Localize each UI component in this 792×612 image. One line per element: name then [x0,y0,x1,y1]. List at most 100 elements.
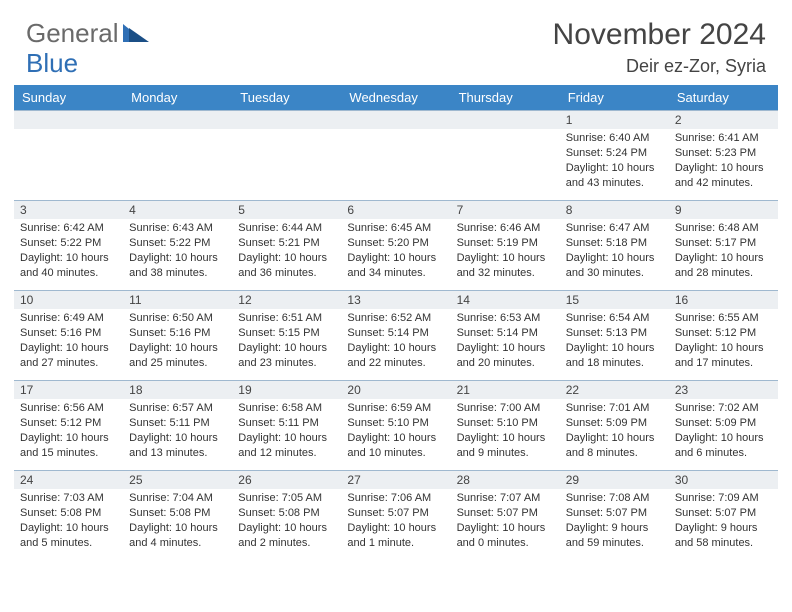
logo-triangle-icon [123,18,149,49]
day-number: 14 [451,291,560,309]
calendar-day-cell: 29Sunrise: 7:08 AMSunset: 5:07 PMDayligh… [560,471,669,561]
day-details: Sunrise: 6:45 AMSunset: 5:20 PMDaylight:… [341,219,450,284]
calendar-day-cell: 24Sunrise: 7:03 AMSunset: 5:08 PMDayligh… [14,471,123,561]
calendar-wrap: SundayMondayTuesdayWednesdayThursdayFrid… [0,85,792,561]
day-details: Sunrise: 6:52 AMSunset: 5:14 PMDaylight:… [341,309,450,374]
calendar-day-cell [341,111,450,201]
day-details: Sunrise: 6:50 AMSunset: 5:16 PMDaylight:… [123,309,232,374]
day-number: 13 [341,291,450,309]
day-number: 20 [341,381,450,399]
title-block: November 2024 Deir ez-Zor, Syria [553,18,766,77]
day-details: Sunrise: 7:06 AMSunset: 5:07 PMDaylight:… [341,489,450,554]
day-details: Sunrise: 6:54 AMSunset: 5:13 PMDaylight:… [560,309,669,374]
calendar-day-cell: 25Sunrise: 7:04 AMSunset: 5:08 PMDayligh… [123,471,232,561]
day-details: Sunrise: 7:01 AMSunset: 5:09 PMDaylight:… [560,399,669,464]
day-details: Sunrise: 6:55 AMSunset: 5:12 PMDaylight:… [669,309,778,374]
calendar-day-cell: 1Sunrise: 6:40 AMSunset: 5:24 PMDaylight… [560,111,669,201]
calendar-week-row: 24Sunrise: 7:03 AMSunset: 5:08 PMDayligh… [14,471,778,561]
day-number: 18 [123,381,232,399]
calendar-week-row: 1Sunrise: 6:40 AMSunset: 5:24 PMDaylight… [14,111,778,201]
calendar-week-row: 10Sunrise: 6:49 AMSunset: 5:16 PMDayligh… [14,291,778,381]
day-number: 17 [14,381,123,399]
logo-text-2: Blue [26,48,78,79]
day-number: 12 [232,291,341,309]
day-details: Sunrise: 7:05 AMSunset: 5:08 PMDaylight:… [232,489,341,554]
day-number: 19 [232,381,341,399]
day-details: Sunrise: 6:40 AMSunset: 5:24 PMDaylight:… [560,129,669,194]
calendar-day-cell [14,111,123,201]
day-number: 2 [669,111,778,129]
day-number: 24 [14,471,123,489]
calendar-day-cell: 9Sunrise: 6:48 AMSunset: 5:17 PMDaylight… [669,201,778,291]
calendar-day-cell: 26Sunrise: 7:05 AMSunset: 5:08 PMDayligh… [232,471,341,561]
calendar-day-cell: 19Sunrise: 6:58 AMSunset: 5:11 PMDayligh… [232,381,341,471]
weekday-header: Saturday [669,85,778,111]
calendar-day-cell: 28Sunrise: 7:07 AMSunset: 5:07 PMDayligh… [451,471,560,561]
calendar-day-cell [451,111,560,201]
calendar-day-cell: 13Sunrise: 6:52 AMSunset: 5:14 PMDayligh… [341,291,450,381]
day-number [451,111,560,129]
calendar-head: SundayMondayTuesdayWednesdayThursdayFrid… [14,85,778,111]
day-details: Sunrise: 6:58 AMSunset: 5:11 PMDaylight:… [232,399,341,464]
calendar-day-cell: 20Sunrise: 6:59 AMSunset: 5:10 PMDayligh… [341,381,450,471]
day-number: 26 [232,471,341,489]
day-number [123,111,232,129]
day-number: 9 [669,201,778,219]
calendar-day-cell: 14Sunrise: 6:53 AMSunset: 5:14 PMDayligh… [451,291,560,381]
day-details: Sunrise: 6:46 AMSunset: 5:19 PMDaylight:… [451,219,560,284]
day-number: 8 [560,201,669,219]
day-details: Sunrise: 7:09 AMSunset: 5:07 PMDaylight:… [669,489,778,554]
weekday-header: Sunday [14,85,123,111]
day-details: Sunrise: 6:51 AMSunset: 5:15 PMDaylight:… [232,309,341,374]
day-number: 3 [14,201,123,219]
day-number: 10 [14,291,123,309]
calendar-day-cell: 16Sunrise: 6:55 AMSunset: 5:12 PMDayligh… [669,291,778,381]
day-number: 23 [669,381,778,399]
logo: General [26,18,151,49]
calendar-day-cell: 5Sunrise: 6:44 AMSunset: 5:21 PMDaylight… [232,201,341,291]
month-title: November 2024 [553,18,766,52]
day-details: Sunrise: 7:04 AMSunset: 5:08 PMDaylight:… [123,489,232,554]
day-number: 15 [560,291,669,309]
day-number: 28 [451,471,560,489]
day-number: 29 [560,471,669,489]
calendar-day-cell: 27Sunrise: 7:06 AMSunset: 5:07 PMDayligh… [341,471,450,561]
logo-text-1: General [26,18,119,49]
day-details: Sunrise: 6:49 AMSunset: 5:16 PMDaylight:… [14,309,123,374]
day-details: Sunrise: 7:08 AMSunset: 5:07 PMDaylight:… [560,489,669,554]
calendar-day-cell: 30Sunrise: 7:09 AMSunset: 5:07 PMDayligh… [669,471,778,561]
calendar-body: 1Sunrise: 6:40 AMSunset: 5:24 PMDaylight… [14,111,778,561]
weekday-row: SundayMondayTuesdayWednesdayThursdayFrid… [14,85,778,111]
calendar-day-cell: 8Sunrise: 6:47 AMSunset: 5:18 PMDaylight… [560,201,669,291]
weekday-header: Tuesday [232,85,341,111]
location-label: Deir ez-Zor, Syria [553,56,766,77]
day-details: Sunrise: 6:57 AMSunset: 5:11 PMDaylight:… [123,399,232,464]
calendar-day-cell: 21Sunrise: 7:00 AMSunset: 5:10 PMDayligh… [451,381,560,471]
weekday-header: Wednesday [341,85,450,111]
day-details: Sunrise: 6:43 AMSunset: 5:22 PMDaylight:… [123,219,232,284]
day-number: 16 [669,291,778,309]
calendar-day-cell: 11Sunrise: 6:50 AMSunset: 5:16 PMDayligh… [123,291,232,381]
day-details: Sunrise: 6:42 AMSunset: 5:22 PMDaylight:… [14,219,123,284]
calendar-day-cell: 2Sunrise: 6:41 AMSunset: 5:23 PMDaylight… [669,111,778,201]
calendar-day-cell [123,111,232,201]
day-details: Sunrise: 6:53 AMSunset: 5:14 PMDaylight:… [451,309,560,374]
day-details: Sunrise: 6:47 AMSunset: 5:18 PMDaylight:… [560,219,669,284]
day-details: Sunrise: 6:41 AMSunset: 5:23 PMDaylight:… [669,129,778,194]
weekday-header: Monday [123,85,232,111]
day-number [232,111,341,129]
calendar-day-cell: 18Sunrise: 6:57 AMSunset: 5:11 PMDayligh… [123,381,232,471]
day-number: 11 [123,291,232,309]
calendar-day-cell: 7Sunrise: 6:46 AMSunset: 5:19 PMDaylight… [451,201,560,291]
calendar-week-row: 3Sunrise: 6:42 AMSunset: 5:22 PMDaylight… [14,201,778,291]
calendar-table: SundayMondayTuesdayWednesdayThursdayFrid… [14,85,778,561]
calendar-day-cell: 10Sunrise: 6:49 AMSunset: 5:16 PMDayligh… [14,291,123,381]
day-number: 4 [123,201,232,219]
day-details: Sunrise: 6:48 AMSunset: 5:17 PMDaylight:… [669,219,778,284]
calendar-day-cell: 17Sunrise: 6:56 AMSunset: 5:12 PMDayligh… [14,381,123,471]
day-number: 1 [560,111,669,129]
day-number [14,111,123,129]
calendar-day-cell: 23Sunrise: 7:02 AMSunset: 5:09 PMDayligh… [669,381,778,471]
calendar-day-cell: 4Sunrise: 6:43 AMSunset: 5:22 PMDaylight… [123,201,232,291]
calendar-day-cell: 3Sunrise: 6:42 AMSunset: 5:22 PMDaylight… [14,201,123,291]
